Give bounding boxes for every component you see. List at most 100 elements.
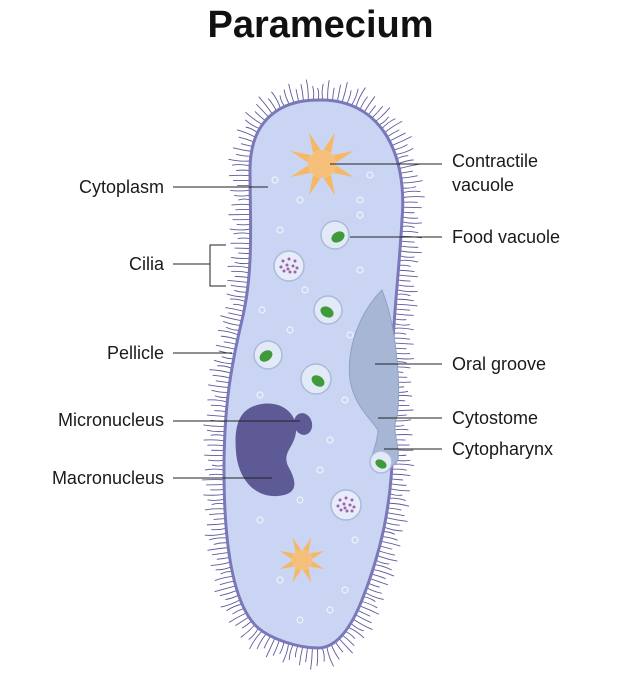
cilium [399,250,422,254]
cilium [375,559,390,565]
cilium [219,580,235,586]
label-contractile-vacuole-line1: Contractile [452,151,538,171]
vacuole-dot [293,259,297,263]
cilium [203,424,226,427]
cilium [288,644,294,660]
cilium [231,256,251,259]
cilium [400,175,418,179]
cilium [213,542,228,545]
contractile-vacuole-bottom [279,537,325,583]
cilium [217,365,233,369]
cilium [355,614,372,624]
vacuole-ray [292,537,301,552]
granule [276,226,284,234]
cilium [294,645,299,658]
label-food-vacuole: Food vacuole [452,227,560,247]
label-cytoplasm: Cytoplasm [79,177,164,197]
cilium [374,564,392,571]
cilium [211,502,225,506]
cilium [392,337,411,340]
granule [341,586,349,594]
cilium [383,531,396,535]
cilium [215,380,230,384]
cilium [228,158,251,162]
cilium [227,265,250,269]
cilium [402,190,421,194]
contractile-vacuole-top [290,132,354,196]
cilium [279,641,285,655]
cilium [388,497,406,501]
cilium [396,293,411,297]
cilium [402,196,425,198]
cilium [271,91,281,109]
label-macronucleus: Macronucleus [52,468,164,488]
granule [351,536,359,544]
cilium [223,320,241,326]
vacuole-ray [310,561,325,570]
vacuole-dot [343,506,347,510]
cilium [393,323,411,326]
cilium [371,573,386,580]
cilium [209,537,228,541]
food-vacuole [320,220,350,250]
cilium [213,518,226,520]
vacuole-ray [290,165,311,178]
cilium [390,478,404,481]
food-vacuole [300,363,332,395]
cilium [367,105,376,116]
cilium [238,136,255,143]
cilium [226,293,247,298]
cilium [213,359,233,365]
cilium [207,547,229,551]
cilium [203,493,225,496]
vacuole-dot [345,509,349,513]
cilium [321,83,324,101]
cilium [397,284,415,287]
cilium [214,410,227,413]
cilium [399,259,419,263]
cilium [282,643,290,663]
cilium [379,545,393,550]
vacuole-ray [279,561,294,570]
granule [296,496,304,504]
granule [356,266,364,274]
vacuole-dot [336,504,340,508]
cilium [272,639,280,656]
cilium [204,508,225,511]
cilium [348,626,365,639]
cilium [206,523,226,526]
cilium [400,170,414,174]
label-oral-groove: Oral groove [452,354,546,374]
cilium [345,630,356,639]
granule [256,391,264,399]
vacuole-dot [352,505,356,509]
cilium [210,561,231,566]
micronucleus [293,413,313,435]
cilium [231,270,250,274]
cilium [218,329,239,336]
cilium [258,96,273,115]
cilium [236,223,251,226]
cilium [220,599,241,608]
cilium [256,103,270,118]
vacuole-dot [350,509,354,513]
granule [271,176,279,184]
cilium [317,87,320,101]
cilium [223,341,237,345]
cilium [398,264,411,267]
food-vacuole [253,340,283,370]
granule [301,286,309,294]
cilium [220,315,242,322]
cilium [254,111,266,122]
vacuole-ray [333,150,354,163]
vacuole-dot [342,502,346,506]
cilium [395,298,414,302]
cilium [377,554,398,562]
cilium [210,404,227,408]
cilium [216,556,230,560]
vacuole-dot [285,263,289,267]
dotted-vacuole [273,250,305,282]
cilium [238,198,251,201]
cilium [203,439,225,442]
cilium [397,159,414,165]
